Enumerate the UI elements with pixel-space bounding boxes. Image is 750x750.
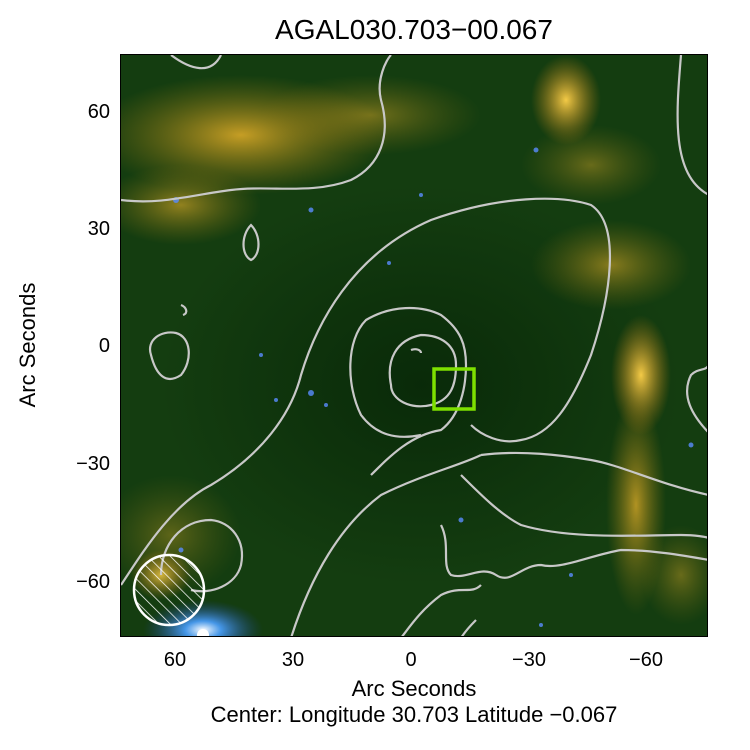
y-tick-30: 30 bbox=[87, 218, 110, 240]
sky-image bbox=[121, 55, 707, 636]
green-square-marker-icon bbox=[432, 367, 476, 411]
y-tick-60: 60 bbox=[87, 101, 110, 123]
y-tick-0: 0 bbox=[98, 335, 110, 357]
figure-title: AGAL030.703−00.067 bbox=[275, 14, 553, 45]
x-tick-neg30: −30 bbox=[512, 649, 546, 671]
y-tick-neg60: −60 bbox=[76, 571, 110, 593]
hatched-beam-icon bbox=[132, 553, 206, 627]
contour-lines bbox=[121, 55, 707, 636]
x-tick-neg60: −60 bbox=[629, 649, 663, 671]
center-coordinates-note: Center: Longitude 30.703 Latitude −0.067 bbox=[210, 702, 618, 727]
image-plot-area bbox=[120, 54, 708, 637]
y-tick-neg30: −30 bbox=[76, 453, 110, 475]
x-tick-60: 60 bbox=[163, 649, 187, 671]
x-axis-label: Arc Seconds bbox=[351, 676, 477, 701]
x-tick-30: 30 bbox=[281, 649, 305, 671]
x-tick-0: 0 bbox=[405, 649, 417, 671]
y-axis-label: Arc Seconds bbox=[15, 282, 40, 408]
